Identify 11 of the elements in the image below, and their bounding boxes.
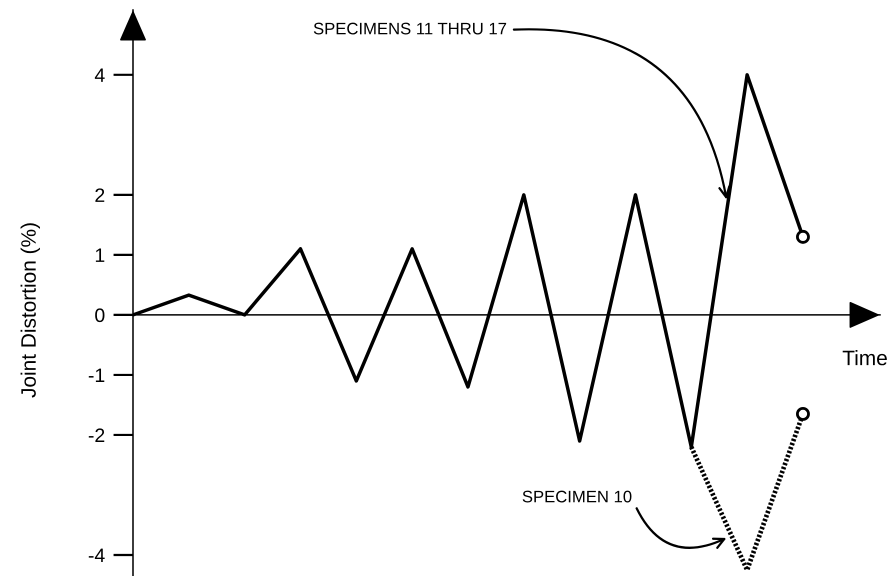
y-tick-label: 1 bbox=[96, 248, 104, 262]
y-axis-title: Joint Distortion (%) bbox=[20, 223, 40, 398]
y-tick-label: 4 bbox=[94, 68, 105, 82]
y-tick-label: 0 bbox=[95, 308, 104, 322]
annotation: SPECIMEN 10 bbox=[522, 490, 632, 502]
y-tick-label: 2 bbox=[95, 188, 104, 202]
x-axis-title: Time bbox=[842, 350, 887, 366]
y-tick-label: -4 bbox=[88, 548, 105, 562]
y-tick-label: -2 bbox=[88, 428, 104, 442]
annotation: SPECIMENS 11 THRU 17 bbox=[314, 22, 506, 34]
y-tick-label: -1 bbox=[88, 368, 104, 382]
